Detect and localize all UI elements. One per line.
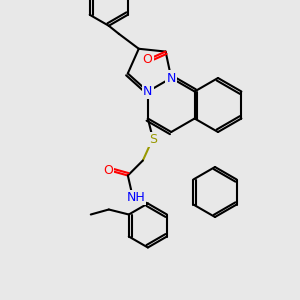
Text: O: O [103, 164, 113, 177]
Text: N: N [167, 71, 176, 85]
Text: O: O [143, 53, 153, 66]
Text: N: N [143, 85, 152, 98]
Text: NH: NH [127, 191, 145, 204]
Text: N: N [143, 85, 152, 98]
Text: N: N [167, 71, 176, 85]
Text: S: S [149, 133, 157, 146]
